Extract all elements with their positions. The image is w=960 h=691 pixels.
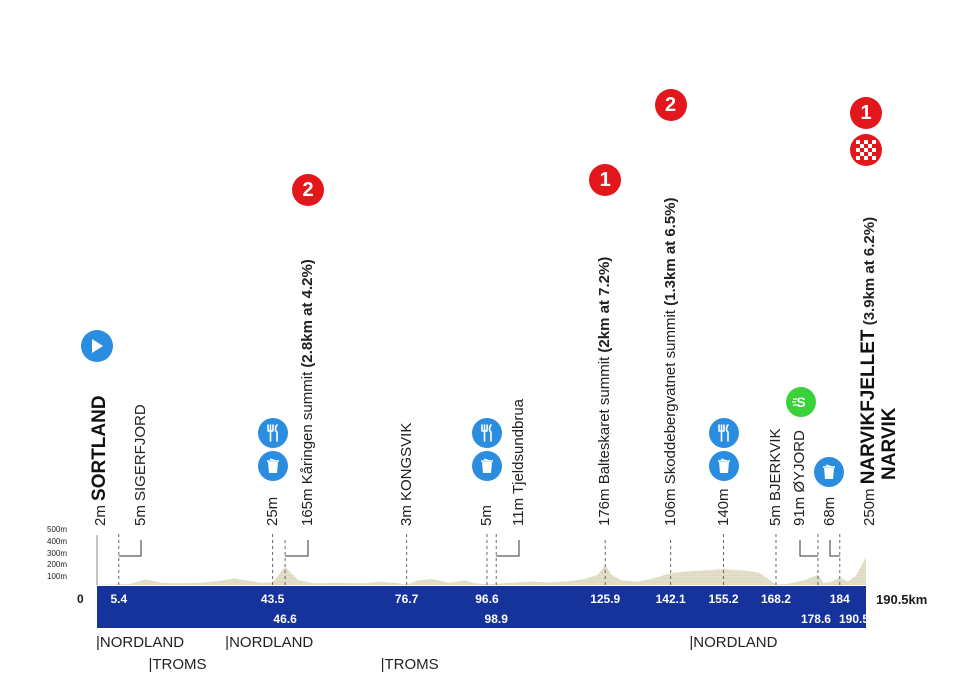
cutlery-icon: [717, 424, 729, 442]
waste-zone-icon: [814, 457, 844, 487]
distance-label: 155.2: [708, 592, 739, 606]
y-tick-label: 500m: [47, 525, 68, 534]
sprint-icon: S: [786, 387, 816, 417]
zero-label: 0: [77, 592, 84, 606]
finish-label: 250m NARVIKFJELLET (3.9km at 6.2%): [858, 216, 879, 526]
distance-label: 96.6: [475, 592, 499, 606]
bin-icon: [480, 458, 493, 473]
label-connector: [496, 540, 520, 557]
sprint-label: 91m ØYJORD: [791, 430, 808, 526]
finish-town-label: NARVIK: [879, 407, 900, 481]
checkered-flag-icon: [856, 140, 876, 160]
y-tick-label: 400m: [47, 536, 68, 546]
start-arrow-icon: [81, 330, 113, 362]
distance-bar: [97, 586, 866, 628]
bin-icon: [266, 458, 279, 473]
distance-label: 125.9: [590, 592, 621, 606]
start-label: 2m SORTLAND: [89, 395, 110, 526]
feed-zone-icon: [471, 418, 502, 448]
distance-label: 46.6: [273, 612, 297, 626]
y-tick-label: 100m: [47, 572, 68, 582]
kom-category-1-icon: 1: [850, 97, 882, 129]
y-tick-label: 300m: [47, 548, 68, 558]
kom-category-1-icon: 1: [589, 164, 622, 196]
waste-zone-icon: [471, 451, 502, 481]
feed-altitude-label: 140m: [714, 488, 732, 526]
label-connector: [829, 540, 840, 557]
feed-altitude-label: 25m: [263, 496, 281, 526]
distance-label: 142.1: [655, 592, 686, 606]
waste-zone-icon: [257, 451, 288, 481]
feed-altitude-label: 5m: [477, 505, 495, 526]
summit-label: 176m Balteskaret summit (2km at 7.2%): [596, 256, 614, 526]
summit-label: 165m Kåringen summit (2.8km at 4.2%): [299, 259, 316, 526]
distance-label: 184: [829, 592, 850, 606]
svg-text:S: S: [796, 394, 805, 410]
distance-label: 168.2: [760, 592, 791, 606]
town-label: 3m KONGSVIK: [397, 422, 415, 526]
bin-icon: [823, 464, 835, 479]
y-tick-label: 200m: [47, 560, 68, 570]
waste-zone-icon: [708, 451, 739, 481]
waste-altitude-label: 68m: [821, 496, 838, 526]
label-connector: [285, 540, 309, 557]
distance-label: 43.5: [260, 592, 285, 606]
region-label: |NORDLAND: [225, 634, 314, 651]
town-label: 5m BJERKVIK: [766, 428, 784, 526]
distance-label: 98.9: [484, 612, 508, 626]
summit-label: 106m Skoddebergvatnet summit (1.3km at 6…: [661, 197, 679, 526]
play-triangle-icon: [92, 339, 103, 353]
total-distance-label: 190.5km: [876, 592, 928, 607]
feed-zone-icon: [708, 418, 739, 448]
distance-label: 190.5: [838, 612, 870, 626]
distance-label: 76.7: [394, 592, 419, 606]
feed-zone-icon: [257, 418, 288, 448]
region-label: |TROMS: [148, 656, 207, 673]
sprint-s-icon: S: [792, 394, 806, 410]
elevation-profile-area: [97, 557, 866, 585]
cutlery-icon: [266, 424, 278, 442]
region-label: |NORDLAND: [96, 634, 185, 651]
distance-label: 178.6: [800, 612, 831, 626]
distance-label: 5.4: [110, 592, 128, 606]
kom-category-2-icon: 2: [292, 174, 324, 206]
region-label: |NORDLAND: [689, 634, 778, 651]
kom-category-2-icon: 2: [654, 89, 687, 121]
town-label: 11m Tjeldsundbrua: [510, 398, 527, 526]
region-label: |TROMS: [380, 656, 439, 673]
label-connector: [799, 540, 818, 557]
label-connector: [118, 540, 142, 557]
bin-icon: [717, 458, 730, 473]
cutlery-icon: [481, 424, 492, 442]
finish-flag-icon: [850, 134, 882, 166]
town-label: 5m SIGERFJORD: [132, 404, 149, 526]
